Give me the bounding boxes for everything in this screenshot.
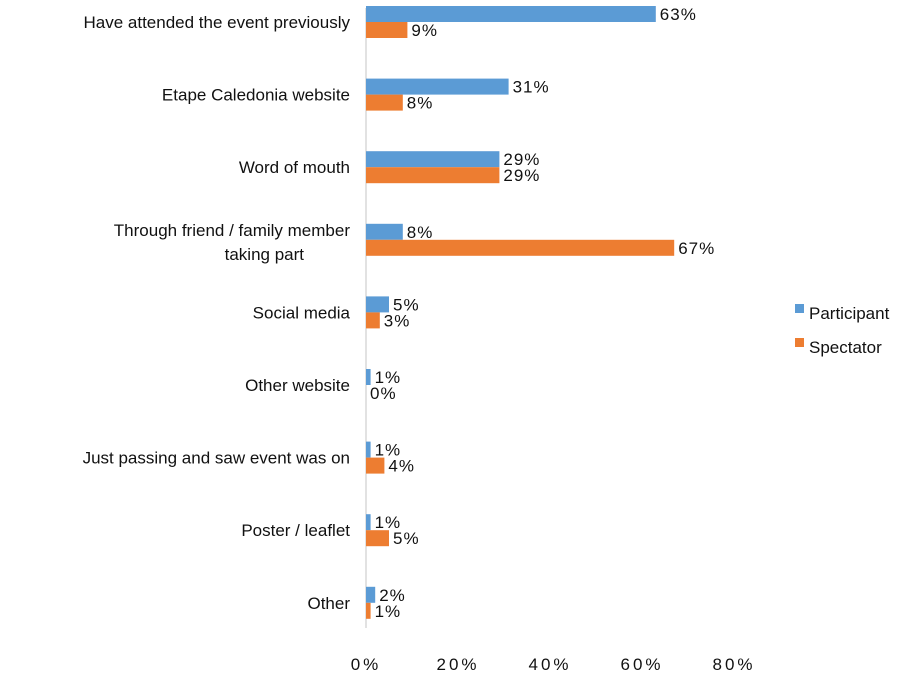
bar-spectator-etape-caledonia-website	[366, 94, 403, 111]
legend-swatch-participant	[795, 304, 804, 313]
bar-participant-other	[366, 586, 376, 603]
bar-participant-social-media	[366, 296, 389, 313]
bar-participant-have-attended-the-event-previously	[366, 6, 656, 22]
category-label-just-passing-and-saw-event-was-on: Just passing and saw event was on	[83, 449, 350, 468]
data-label-participant-etape-caledonia-website: 31%	[513, 78, 550, 97]
legend: Participant Spectator	[795, 304, 890, 357]
category-label-through-friend-family-member-taking-part: Through friend / family member taking par…	[114, 221, 351, 264]
category-label-other-website: Other website	[245, 376, 350, 395]
x-tick-labels: 0% 20% 40% 60% 80%	[351, 655, 755, 674]
bar-spectator-poster-leaflet	[366, 530, 389, 547]
category-label-other: Other	[307, 594, 350, 613]
data-label-participant-poster-leaflet: 1%	[375, 513, 402, 532]
category-label-line: taking part	[225, 245, 305, 264]
legend-swatch-spectator	[795, 338, 804, 347]
bar-participant-word-of-mouth	[366, 151, 500, 168]
legend-label-participant: Participant	[809, 304, 890, 323]
x-tick-label: 80%	[712, 655, 755, 674]
data-label-spectator-poster-leaflet: 5%	[393, 529, 420, 548]
data-label-spectator-social-media: 3%	[384, 311, 411, 330]
data-label-spectator-other-website: 0%	[370, 384, 397, 403]
category-label-poster-leaflet: Poster / leaflet	[241, 521, 350, 540]
category-label-have-attended-the-event-previously: Have attended the event previously	[83, 13, 350, 32]
data-label-participant-have-attended-the-event-previously: 63%	[660, 5, 697, 24]
data-label-participant-social-media: 5%	[393, 295, 420, 314]
category-label-line: Through friend / family member	[114, 221, 351, 240]
legend-label-spectator: Spectator	[809, 338, 882, 357]
data-label-spectator-word-of-mouth: 29%	[503, 166, 540, 185]
data-label-spectator-have-attended-the-event-previously: 9%	[411, 21, 438, 40]
bar-spectator-just-passing-and-saw-event-was-on	[366, 457, 385, 474]
data-label-spectator-other: 1%	[375, 602, 402, 621]
x-tick-label: 0%	[351, 655, 382, 674]
bar-spectator-have-attended-the-event-previously	[366, 22, 408, 38]
bar-participant-just-passing-and-saw-event-was-on	[366, 441, 371, 458]
bars-group: 63%9%31%8%29%29%8%67%5%3%1%0%1%4%1%5%2%1…	[366, 5, 715, 621]
bar-participant-etape-caledonia-website	[366, 78, 509, 95]
bar-spectator-through-friend-family-member-taking-part	[366, 239, 675, 256]
bar-spectator-other	[366, 602, 371, 619]
data-label-participant-just-passing-and-saw-event-was-on: 1%	[375, 441, 402, 460]
bar-participant-other-website	[366, 369, 371, 385]
category-label-word-of-mouth: Word of mouth	[239, 158, 350, 177]
x-tick-label: 40%	[528, 655, 571, 674]
category-label-etape-caledonia-website: Etape Caledonia website	[162, 86, 350, 105]
data-label-spectator-through-friend-family-member-taking-part: 67%	[678, 239, 715, 258]
x-tick-label: 20%	[436, 655, 479, 674]
bar-spectator-social-media	[366, 312, 380, 329]
bar-participant-poster-leaflet	[366, 514, 371, 531]
x-tick-label: 60%	[620, 655, 663, 674]
data-label-spectator-etape-caledonia-website: 8%	[407, 94, 434, 113]
data-label-participant-word-of-mouth: 29%	[503, 150, 540, 169]
bar-spectator-word-of-mouth	[366, 167, 500, 184]
category-label-social-media: Social media	[253, 303, 351, 322]
category-labels: Have attended the event previously Etape …	[83, 13, 351, 613]
data-label-participant-other: 2%	[379, 586, 406, 605]
bar-participant-through-friend-family-member-taking-part	[366, 223, 403, 240]
data-label-participant-other-website: 1%	[375, 368, 402, 387]
data-label-participant-through-friend-family-member-taking-part: 8%	[407, 223, 434, 242]
data-label-spectator-just-passing-and-saw-event-was-on: 4%	[388, 457, 415, 476]
